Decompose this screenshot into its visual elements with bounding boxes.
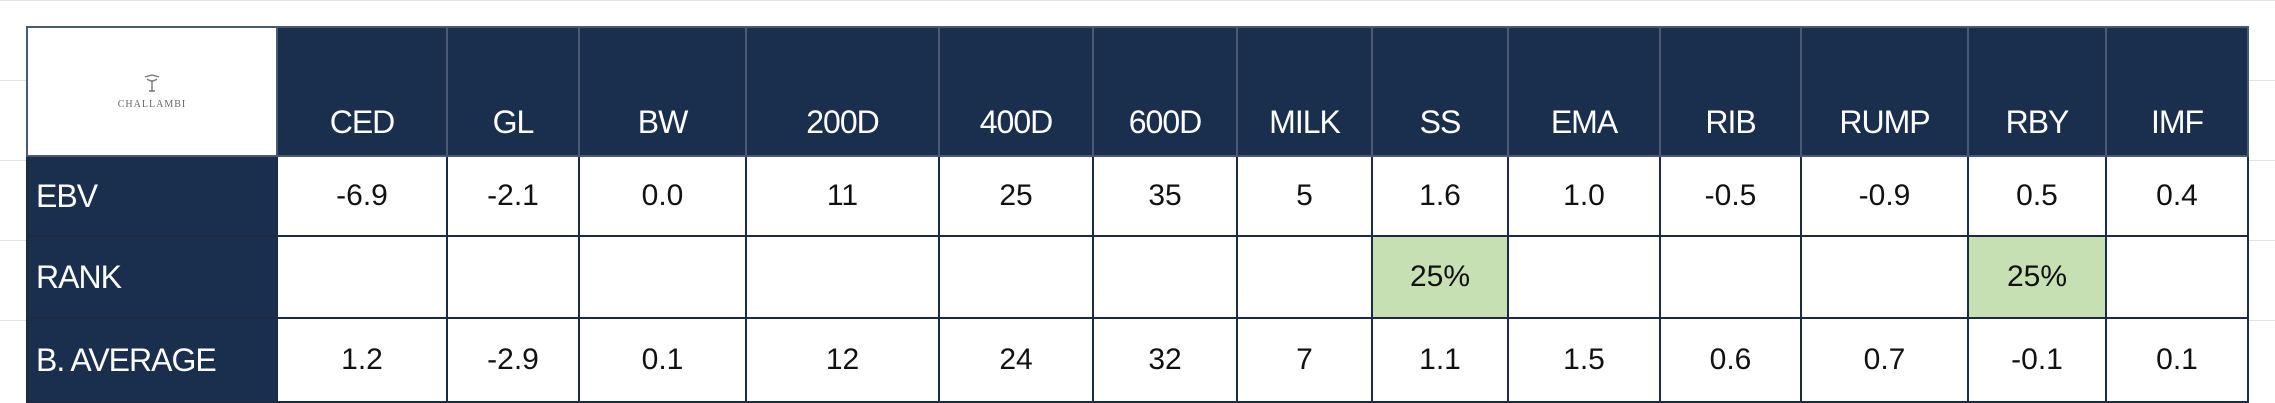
logo-text: CHALLAMBI [117,99,187,110]
column-header: RBY [1967,26,2107,157]
row-label: RANK [26,235,278,319]
cell [578,235,747,319]
cell [1236,235,1373,319]
cell [2105,235,2249,319]
cell: -6.9 [276,155,448,237]
cell: 1.5 [1507,317,1661,403]
column-header: 600D [1092,26,1238,157]
column-header: MILK [1236,26,1373,157]
row-label: B. AVERAGE [26,317,278,403]
column-header: SS [1371,26,1509,157]
header-row: CHALLAMBI CED GL BW 200D 400D 600D MILK SS EMA RIB… [26,26,2249,157]
cell [446,235,580,319]
column-header: GL [446,26,580,157]
cell: 1.6 [1371,155,1509,237]
table-row: RANK 25% 25% [26,235,2249,319]
column-header: RUMP [1800,26,1969,157]
logo-icon [144,74,160,92]
cell: 25% [1967,235,2107,319]
cell: 11 [745,155,940,237]
cell: 1.2 [276,317,448,403]
cell: 7 [1236,317,1373,403]
cell: 32 [1092,317,1238,403]
cell: 12 [745,317,940,403]
cell: -2.1 [446,155,580,237]
column-header: EMA [1507,26,1661,157]
cell [1800,235,1969,319]
row-label: EBV [26,155,278,237]
cell [1092,235,1238,319]
cell: 0.7 [1800,317,1969,403]
cell: 0.6 [1659,317,1802,403]
ebv-table: CHALLAMBI CED GL BW 200D 400D 600D MILK SS EMA RIB… [26,26,2249,403]
cell: 25 [938,155,1094,237]
cell: 1.0 [1507,155,1661,237]
table-row: B. AVERAGE 1.2 -2.9 0.1 12 24 32 7 1.1 1.5 0.6 0.7-… [26,317,2249,403]
column-header: BW [578,26,747,157]
logo-cell: CHALLAMBI [26,26,278,157]
cell: 5 [1236,155,1373,237]
cell [1507,235,1661,319]
cell: 1.1 [1371,317,1509,403]
cell: 0.4 [2105,155,2249,237]
cell [938,235,1094,319]
column-header: 200D [745,26,940,157]
table-wrap: CHALLAMBI CED GL BW 200D 400D 600D MILK SS EMA RIB… [26,26,2249,403]
table-row: EBV -6.9 -2.1 0.0 11 25 35 5 1.6 1.0 -0.5 -0.9 0.5 0.… [26,155,2249,237]
cell: 0.0 [578,155,747,237]
cell: -0.9 [1800,155,1969,237]
cell: -2.9 [446,317,580,403]
cell: 24 [938,317,1094,403]
column-header: 400D [938,26,1094,157]
column-header: IMF [2105,26,2249,157]
column-header: RIB [1659,26,1802,157]
cell: -0.5 [1659,155,1802,237]
cell: -0.1 [1967,317,2107,403]
cell [745,235,940,319]
cell: 0.1 [578,317,747,403]
logo: CHALLAMBI [29,73,275,110]
cell: 0.5 [1967,155,2107,237]
column-header: CED [276,26,448,157]
cell: 25% [1371,235,1509,319]
cell: 0.1 [2105,317,2249,403]
cell [276,235,448,319]
cell: 35 [1092,155,1238,237]
cell [1659,235,1802,319]
